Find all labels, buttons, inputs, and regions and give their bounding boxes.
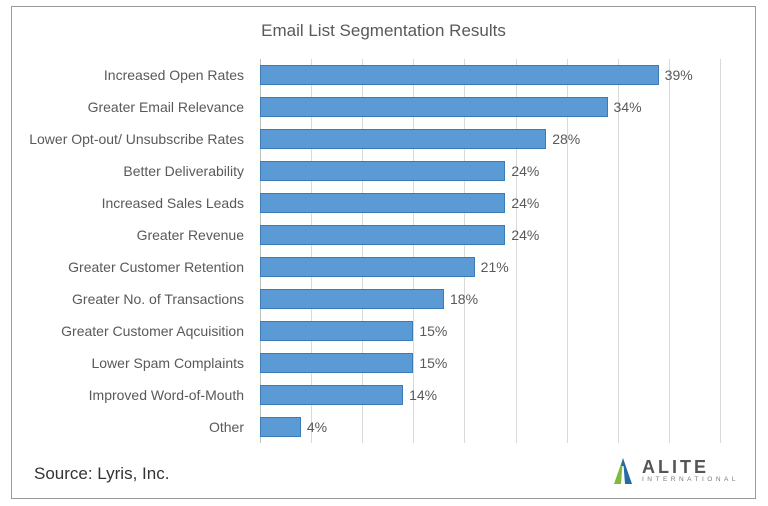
bar-value-label: 28%: [552, 131, 580, 147]
bar: [260, 385, 403, 404]
bar: [260, 353, 413, 372]
bar-row: 15%: [260, 347, 720, 379]
bar-value-label: 4%: [307, 419, 327, 435]
brand-logo: ALITE INTERNATIONAL: [610, 456, 739, 486]
bar-row: 14%: [260, 379, 720, 411]
bar-row: 24%: [260, 187, 720, 219]
bar: [260, 289, 444, 308]
logo-subtitle: INTERNATIONAL: [642, 477, 739, 484]
bar-row: 28%: [260, 123, 720, 155]
bar: [260, 97, 608, 116]
category-label: Improved Word-of-Mouth: [12, 379, 252, 411]
chart-frame: Email List Segmentation Results Increase…: [11, 6, 756, 499]
logo-text: ALITE INTERNATIONAL: [642, 458, 739, 484]
bar: [260, 257, 475, 276]
category-label: Increased Sales Leads: [12, 187, 252, 219]
plot-area: 39%34%28%24%24%24%21%18%15%15%14%4%: [260, 59, 720, 443]
category-label: Increased Open Rates: [12, 59, 252, 91]
chart-title: Email List Segmentation Results: [12, 21, 755, 41]
category-label: Better Deliverability: [12, 155, 252, 187]
bar: [260, 161, 505, 180]
bar-value-label: 24%: [511, 195, 539, 211]
category-labels: Increased Open RatesGreater Email Releva…: [12, 59, 252, 443]
category-label: Lower Spam Complaints: [12, 347, 252, 379]
category-label: Other: [12, 411, 252, 443]
logo-name: ALITE: [642, 458, 739, 476]
bar-row: 4%: [260, 411, 720, 443]
category-label: Greater No. of Transactions: [12, 283, 252, 315]
bar-value-label: 39%: [665, 67, 693, 83]
gridline: [720, 59, 721, 443]
bars-container: 39%34%28%24%24%24%21%18%15%15%14%4%: [260, 59, 720, 443]
bar: [260, 225, 505, 244]
bar-value-label: 24%: [511, 227, 539, 243]
bar-row: 18%: [260, 283, 720, 315]
bar: [260, 129, 546, 148]
bar-value-label: 34%: [614, 99, 642, 115]
bar: [260, 417, 301, 436]
source-text: Source: Lyris, Inc.: [34, 464, 169, 484]
bar-value-label: 24%: [511, 163, 539, 179]
bar-value-label: 15%: [419, 323, 447, 339]
category-label: Greater Email Relevance: [12, 91, 252, 123]
category-label: Greater Customer Aqcuisition: [12, 315, 252, 347]
bar-row: 24%: [260, 155, 720, 187]
bar-row: 24%: [260, 219, 720, 251]
bar: [260, 65, 659, 84]
category-label: Greater Customer Retention: [12, 251, 252, 283]
bar-row: 34%: [260, 91, 720, 123]
bar-value-label: 18%: [450, 291, 478, 307]
bar-row: 39%: [260, 59, 720, 91]
category-label: Lower Opt-out/ Unsubscribe Rates: [12, 123, 252, 155]
bar: [260, 321, 413, 340]
bar-value-label: 21%: [481, 259, 509, 275]
bar: [260, 193, 505, 212]
category-label: Greater Revenue: [12, 219, 252, 251]
bar-value-label: 15%: [419, 355, 447, 371]
bar-row: 15%: [260, 315, 720, 347]
bar-value-label: 14%: [409, 387, 437, 403]
bar-row: 21%: [260, 251, 720, 283]
logo-mark-icon: [610, 456, 636, 486]
